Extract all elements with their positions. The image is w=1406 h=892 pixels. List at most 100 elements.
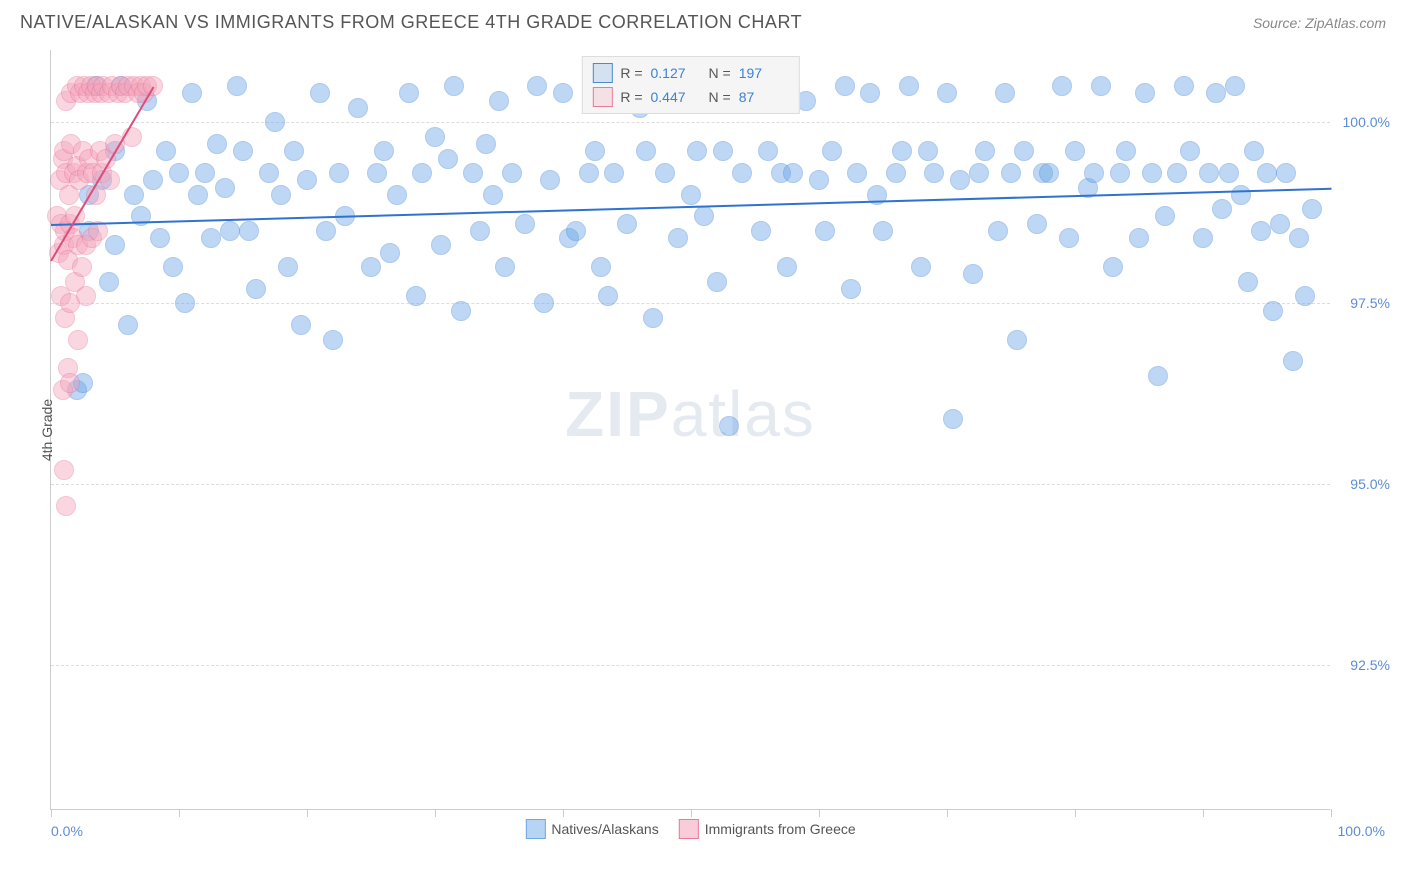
data-point	[1302, 199, 1322, 219]
data-point	[150, 228, 170, 248]
data-point	[892, 141, 912, 161]
gridline	[51, 303, 1330, 304]
data-point	[118, 315, 138, 335]
data-point	[259, 163, 279, 183]
data-point	[1289, 228, 1309, 248]
x-tick	[1331, 809, 1332, 817]
data-point	[553, 83, 573, 103]
r-value: 0.127	[651, 65, 701, 81]
n-value: 87	[739, 89, 789, 105]
data-point	[591, 257, 611, 277]
data-point	[515, 214, 535, 234]
data-point	[1103, 257, 1123, 277]
data-point	[1052, 76, 1072, 96]
data-point	[995, 83, 1015, 103]
data-point	[1295, 286, 1315, 306]
data-point	[751, 221, 771, 241]
data-point	[329, 163, 349, 183]
data-point	[1039, 163, 1059, 183]
data-point	[886, 163, 906, 183]
data-point	[438, 149, 458, 169]
data-point	[1257, 163, 1277, 183]
data-point	[489, 91, 509, 111]
data-point	[1231, 185, 1251, 205]
data-point	[60, 373, 80, 393]
legend-item: Natives/Alaskans	[525, 819, 658, 839]
data-point	[1027, 214, 1047, 234]
data-point	[1276, 163, 1296, 183]
legend-swatch	[592, 63, 612, 83]
data-point	[783, 163, 803, 183]
x-tick	[691, 809, 692, 817]
data-point	[1116, 141, 1136, 161]
data-point	[1206, 83, 1226, 103]
data-point	[687, 141, 707, 161]
data-point	[380, 243, 400, 263]
data-point	[835, 76, 855, 96]
data-point	[220, 221, 240, 241]
data-point	[502, 163, 522, 183]
data-point	[566, 221, 586, 241]
data-point	[598, 286, 618, 306]
gridline	[51, 665, 1330, 666]
data-point	[483, 185, 503, 205]
data-point	[1110, 163, 1130, 183]
gridline	[51, 122, 1330, 123]
data-point	[1238, 272, 1258, 292]
y-tick-label: 97.5%	[1350, 295, 1390, 311]
data-point	[201, 228, 221, 248]
data-point	[1219, 163, 1239, 183]
data-point	[367, 163, 387, 183]
data-point	[758, 141, 778, 161]
data-point	[643, 308, 663, 328]
data-point	[1263, 301, 1283, 321]
data-point	[54, 460, 74, 480]
data-point	[732, 163, 752, 183]
data-point	[579, 163, 599, 183]
data-point	[143, 76, 163, 96]
x-axis-min-label: 0.0%	[51, 823, 83, 839]
data-point	[284, 141, 304, 161]
data-point	[175, 293, 195, 313]
data-point	[1007, 330, 1027, 350]
gridline	[51, 484, 1330, 485]
data-point	[361, 257, 381, 277]
data-point	[431, 235, 451, 255]
data-point	[975, 141, 995, 161]
source-attribution: Source: ZipAtlas.com	[1253, 15, 1386, 31]
data-point	[873, 221, 893, 241]
data-point	[99, 272, 119, 292]
data-point	[143, 170, 163, 190]
y-tick-label: 92.5%	[1350, 657, 1390, 673]
data-point	[182, 83, 202, 103]
x-tick	[563, 809, 564, 817]
data-point	[1193, 228, 1213, 248]
r-label: R =	[620, 65, 642, 81]
data-point	[444, 76, 464, 96]
data-point	[1142, 163, 1162, 183]
data-point	[943, 409, 963, 429]
data-point	[323, 330, 343, 350]
data-point	[841, 279, 861, 299]
data-point	[265, 112, 285, 132]
y-tick-label: 95.0%	[1350, 476, 1390, 492]
data-point	[899, 76, 919, 96]
data-point	[463, 163, 483, 183]
legend-row: R =0.127N =197	[592, 61, 788, 85]
data-point	[1135, 83, 1155, 103]
data-point	[425, 127, 445, 147]
legend-item: Immigrants from Greece	[679, 819, 856, 839]
x-tick	[435, 809, 436, 817]
data-point	[668, 228, 688, 248]
data-point	[1148, 366, 1168, 386]
data-point	[822, 141, 842, 161]
data-point	[291, 315, 311, 335]
header: NATIVE/ALASKAN VS IMMIGRANTS FROM GREECE…	[0, 0, 1406, 41]
y-tick-label: 100.0%	[1343, 114, 1390, 130]
legend-label: Immigrants from Greece	[705, 821, 856, 837]
data-point	[1180, 141, 1200, 161]
x-tick	[819, 809, 820, 817]
x-tick	[947, 809, 948, 817]
data-point	[195, 163, 215, 183]
data-point	[76, 286, 96, 306]
